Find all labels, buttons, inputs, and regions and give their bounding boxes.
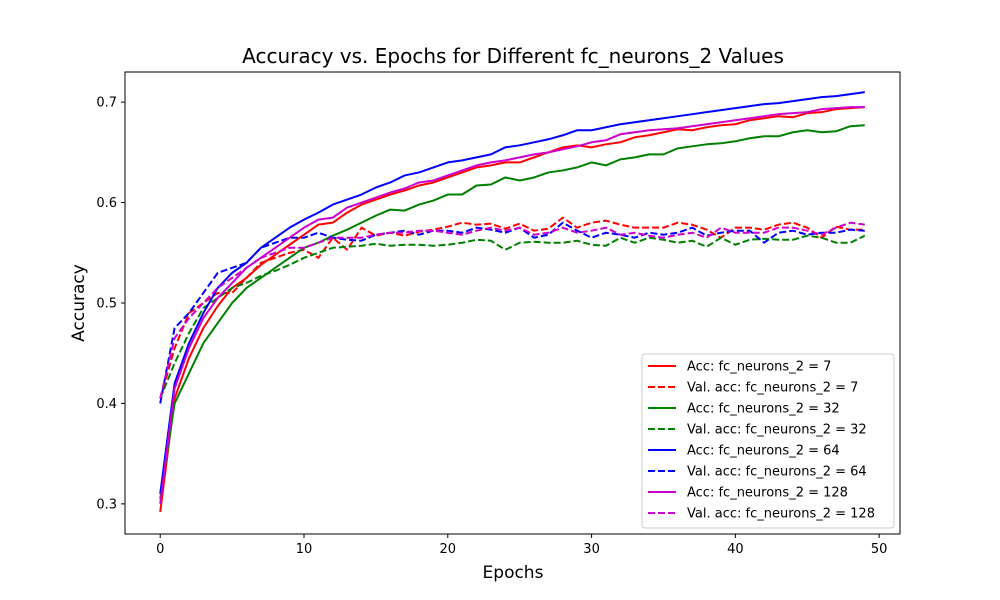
y-tick-label: 0.6 [96, 196, 117, 211]
legend-label: Acc: fc_neurons_2 = 128 [687, 486, 848, 501]
y-tick-label: 0.3 [96, 497, 117, 512]
legend-label: Val. acc: fc_neurons_2 = 7 [687, 381, 858, 396]
x-tick-label: 0 [156, 542, 164, 557]
y-tick-label: 0.5 [96, 297, 117, 312]
y-tick-label: 0.4 [96, 397, 117, 412]
series-line-7 [159, 106, 865, 504]
legend-label: Acc: fc_neurons_2 = 64 [687, 444, 840, 459]
y-axis-ticks: 0.3 0.4 0.5 0.6 0.7 [96, 96, 125, 512]
legend: Acc: fc_neurons_2 = 7 Val. acc: fc_neuron… [641, 353, 895, 529]
legend-label: Acc: fc_neurons_2 = 7 [687, 360, 831, 375]
y-axis-label: Accuracy [69, 264, 89, 342]
x-tick-label: 10 [296, 542, 313, 557]
legend-label: Val. acc: fc_neurons_2 = 128 [687, 507, 875, 522]
y-tick-label: 0.7 [96, 96, 117, 111]
legend-label: Val. acc: fc_neurons_2 = 32 [687, 423, 867, 438]
x-tick-label: 50 [871, 542, 888, 557]
series-line-2 [159, 216, 865, 399]
chart-title: Accuracy vs. Epochs for Different fc_neu… [242, 44, 784, 68]
legend-label: Val. acc: fc_neurons_2 = 64 [687, 465, 867, 480]
series-line-5 [159, 91, 865, 494]
series-line-1 [159, 106, 865, 513]
series-line-8 [159, 221, 865, 399]
plot-lines [159, 91, 866, 513]
legend-box [641, 353, 895, 529]
series-line-4 [159, 234, 866, 399]
x-tick-label: 20 [440, 542, 457, 557]
x-axis-label: Epochs [483, 563, 544, 583]
series-line-6 [159, 221, 865, 404]
series-line-3 [159, 124, 865, 499]
x-axis-ticks: 0 10 20 30 40 50 [156, 534, 887, 557]
legend-label: Acc: fc_neurons_2 = 32 [687, 402, 840, 417]
x-tick-label: 40 [727, 542, 744, 557]
x-tick-label: 30 [583, 542, 600, 557]
